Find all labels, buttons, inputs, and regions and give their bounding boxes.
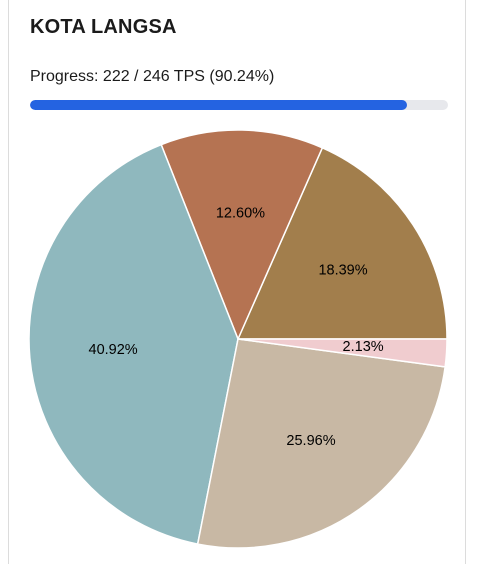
progress-bar-fill	[30, 100, 408, 110]
region-title: KOTA LANGSA	[30, 16, 177, 38]
pie-slice-label-4: 2.13%	[343, 339, 384, 355]
pie-slice-4[interactable]	[237, 338, 448, 368]
pie-slice-label-3: 25.96%	[286, 433, 335, 449]
progress-bar	[30, 100, 448, 110]
pie-slice-2[interactable]	[28, 143, 239, 545]
progress-text: Progress: 222 / 246 TPS (90.24%)	[30, 68, 275, 85]
pie-slice-3[interactable]	[196, 338, 446, 549]
pie-slice-1[interactable]	[160, 129, 324, 341]
pie-slice-label-1: 12.60%	[216, 205, 265, 221]
pie-slice-label-2: 40.92%	[89, 342, 138, 358]
pie-slice-0[interactable]	[236, 146, 448, 340]
pie-slice-label-0: 18.39%	[318, 262, 367, 278]
